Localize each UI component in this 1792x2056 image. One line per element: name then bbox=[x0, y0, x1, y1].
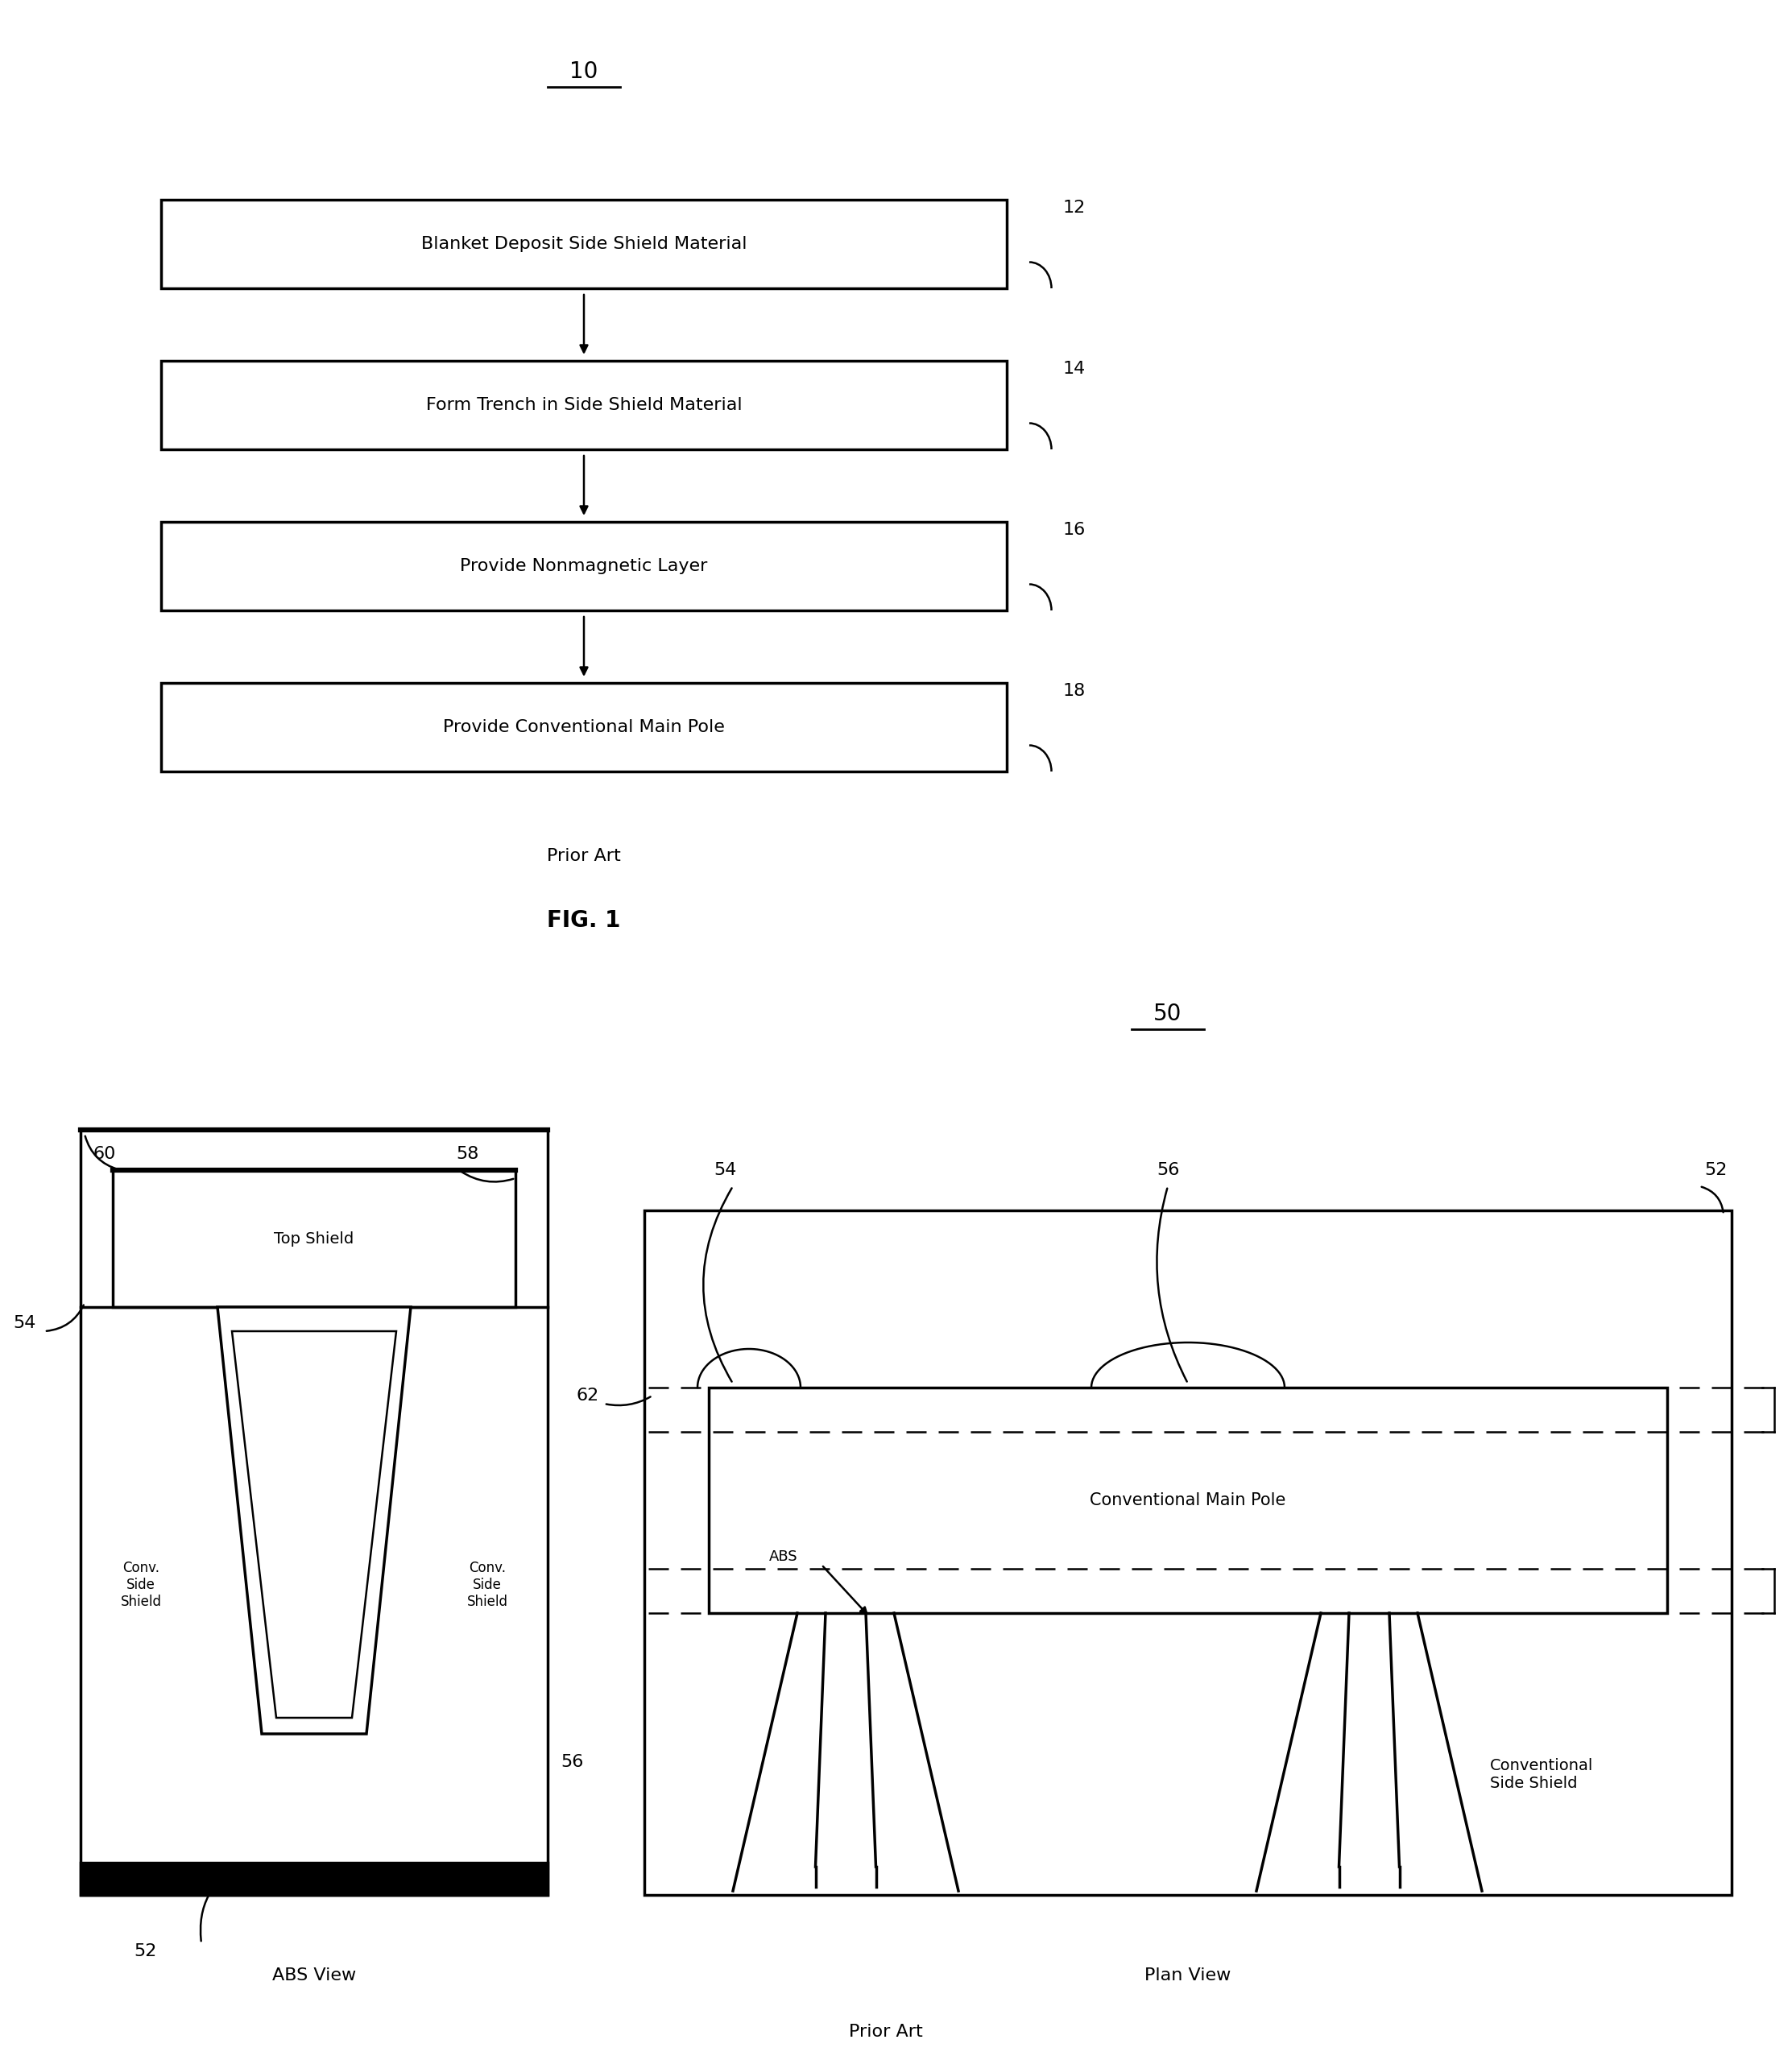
Text: 10: 10 bbox=[570, 60, 599, 82]
Text: 62: 62 bbox=[577, 1388, 599, 1404]
Polygon shape bbox=[217, 1308, 410, 1733]
Text: Prior Art: Prior Art bbox=[849, 2023, 923, 2040]
Text: 52: 52 bbox=[134, 1943, 156, 1959]
Bar bbox=[113, 1170, 516, 1308]
Bar bbox=[161, 522, 1007, 611]
Text: Blanket Deposit Side Shield Material: Blanket Deposit Side Shield Material bbox=[421, 236, 747, 253]
Text: Conventional Main Pole: Conventional Main Pole bbox=[1090, 1493, 1287, 1509]
Text: Conv.
Side
Shield: Conv. Side Shield bbox=[120, 1561, 161, 1610]
Text: Conventional
Side Shield: Conventional Side Shield bbox=[1489, 1758, 1593, 1791]
Text: 52: 52 bbox=[1704, 1162, 1727, 1178]
Text: 18: 18 bbox=[1063, 683, 1086, 699]
Text: 60: 60 bbox=[93, 1145, 116, 1162]
Bar bbox=[710, 1388, 1667, 1614]
Text: 16: 16 bbox=[1063, 522, 1086, 539]
Text: Conv.
Side
Shield: Conv. Side Shield bbox=[466, 1561, 507, 1610]
Text: ABS: ABS bbox=[769, 1550, 797, 1565]
Text: 14: 14 bbox=[1063, 360, 1086, 376]
Text: 12: 12 bbox=[1063, 199, 1086, 216]
Text: Top Shield: Top Shield bbox=[274, 1232, 355, 1246]
Text: FIG. 1: FIG. 1 bbox=[547, 909, 620, 931]
Text: 56: 56 bbox=[1156, 1162, 1179, 1178]
Bar bbox=[161, 683, 1007, 771]
Text: 54: 54 bbox=[713, 1162, 737, 1178]
Bar bbox=[81, 1863, 548, 1896]
Text: 56: 56 bbox=[561, 1754, 582, 1770]
Text: Conv.
Main
Pole: Conv. Main Pole bbox=[296, 1497, 333, 1544]
Bar bbox=[81, 1131, 548, 1896]
Text: Provide Nonmagnetic Layer: Provide Nonmagnetic Layer bbox=[461, 557, 708, 574]
Text: Form Trench in Side Shield Material: Form Trench in Side Shield Material bbox=[426, 397, 742, 413]
Bar bbox=[161, 199, 1007, 288]
Text: 54: 54 bbox=[13, 1316, 36, 1330]
Text: 50: 50 bbox=[1154, 1003, 1183, 1026]
Bar bbox=[161, 360, 1007, 450]
Bar bbox=[233, 1308, 394, 1343]
Text: Prior Art: Prior Art bbox=[547, 847, 620, 864]
Text: ABS View: ABS View bbox=[272, 1968, 357, 1984]
Text: Provide Conventional Main Pole: Provide Conventional Main Pole bbox=[443, 720, 724, 736]
Text: 58: 58 bbox=[455, 1145, 478, 1162]
Polygon shape bbox=[231, 1330, 396, 1717]
Bar bbox=[645, 1211, 1731, 1896]
Text: Plan View: Plan View bbox=[1145, 1968, 1231, 1984]
